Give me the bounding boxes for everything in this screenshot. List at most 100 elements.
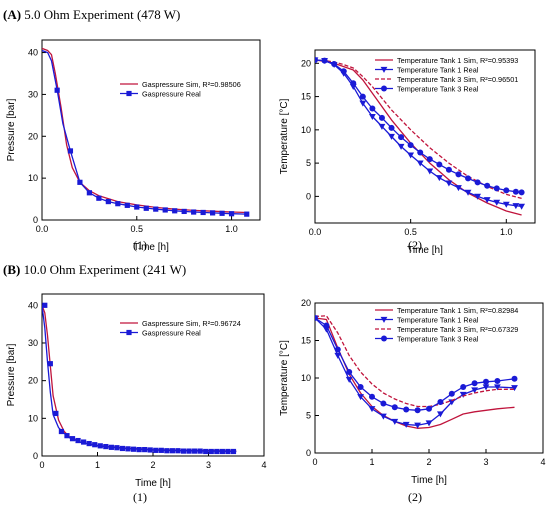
data-point xyxy=(391,418,399,425)
data-point xyxy=(397,143,405,150)
legend: Temperature Tank 1 Sim, R²=0.95393Temper… xyxy=(375,56,518,94)
data-point xyxy=(417,149,424,156)
data-point xyxy=(315,56,318,63)
x-tick-label: 0.5 xyxy=(404,227,417,237)
data-point xyxy=(69,436,76,442)
data-point xyxy=(518,189,525,196)
y-tick-label: 0 xyxy=(306,448,311,458)
data-point xyxy=(357,394,364,401)
data-point xyxy=(403,406,410,413)
legend-label: Temperature Tank 3 Real xyxy=(397,85,479,94)
x-tick-label: 4 xyxy=(261,460,266,470)
y-tick-label: 10 xyxy=(28,413,38,423)
data-point xyxy=(402,421,410,428)
data-point xyxy=(512,188,519,195)
data-point xyxy=(219,210,225,216)
x-tick-label: 1.0 xyxy=(500,227,513,237)
data-point xyxy=(228,211,235,217)
data-point xyxy=(169,448,176,454)
x-axis-label: Time [h] xyxy=(135,478,171,489)
data-point xyxy=(493,185,500,192)
data-point xyxy=(208,448,214,455)
y-tick-label: 0 xyxy=(33,451,38,461)
data-point xyxy=(474,179,481,186)
data-point xyxy=(153,447,159,453)
legend-label: Gaspressure Real xyxy=(142,329,201,338)
data-point xyxy=(200,209,206,216)
data-point xyxy=(203,448,209,455)
y-tick-label: 15 xyxy=(301,336,311,346)
data-point xyxy=(315,315,318,321)
data-point xyxy=(96,195,102,201)
y-axis-label: Pressure [bar] xyxy=(6,343,17,406)
data-point xyxy=(64,433,70,439)
chart-a1-pressure: 0.0 0.5 1.0 0 10 20 30 40 Time [h] Pressure [bar]… xyxy=(6,39,261,253)
data-point xyxy=(210,210,216,216)
data-point xyxy=(378,123,386,130)
x-tick-label: 3 xyxy=(483,457,488,467)
data-point xyxy=(493,199,501,206)
chart-a2-temperature: 0.0 0.5 1.0 0 5 10 15 20 Time [h] Temperature [°C… xyxy=(279,49,536,256)
y-tick-label: 20 xyxy=(301,58,311,68)
section-b-title: (B) 10.0 Ohm Experiment (241 W) xyxy=(3,262,187,277)
data-point xyxy=(368,113,376,120)
y-axis-label: Temperature [°C] xyxy=(279,340,290,416)
data-point xyxy=(426,405,432,412)
data-point xyxy=(388,124,395,131)
data-point xyxy=(134,204,140,210)
data-point xyxy=(125,446,131,452)
data-point xyxy=(114,445,120,451)
series-line-2 xyxy=(315,315,515,408)
data-point xyxy=(425,420,433,427)
data-point xyxy=(512,203,520,210)
legend-label: Temperature Tank 3 Sim, R²=0.67329 xyxy=(397,325,518,334)
x-tick-label: 2 xyxy=(426,457,431,467)
x-tick-label: 1 xyxy=(369,457,374,467)
legend-marker xyxy=(380,316,388,323)
data-point xyxy=(426,168,434,175)
data-point xyxy=(494,384,501,391)
y-tick-label: 5 xyxy=(306,158,311,168)
data-point xyxy=(124,202,130,208)
y-tick-label: 30 xyxy=(28,89,38,99)
data-point xyxy=(416,160,424,167)
series-group xyxy=(42,47,250,217)
data-point xyxy=(518,203,526,210)
data-point xyxy=(108,444,114,450)
data-point xyxy=(230,448,237,455)
data-point xyxy=(58,428,65,435)
data-point xyxy=(471,380,478,387)
data-point xyxy=(323,322,330,329)
subfigure-label-b2: (2) xyxy=(408,490,422,504)
y-tick-label: 10 xyxy=(301,373,311,383)
x-tick-label: 4 xyxy=(540,457,545,467)
legend-label: Temperature Tank 3 Sim, R²=0.96501 xyxy=(397,75,518,84)
data-point xyxy=(321,57,328,64)
x-axis-label: Time [h] xyxy=(407,245,443,256)
data-point xyxy=(448,399,456,406)
data-point xyxy=(86,440,92,447)
data-point xyxy=(482,384,490,391)
data-point xyxy=(380,413,387,420)
data-point xyxy=(350,80,357,87)
data-point xyxy=(142,446,148,453)
data-point xyxy=(471,387,478,394)
data-point xyxy=(359,93,366,100)
y-tick-label: 30 xyxy=(28,338,38,348)
data-point xyxy=(484,182,491,189)
data-point xyxy=(143,205,149,211)
series-line-1 xyxy=(42,49,247,215)
y-tick-label: 40 xyxy=(28,300,38,310)
data-point xyxy=(180,448,187,454)
data-point xyxy=(340,68,347,75)
data-point xyxy=(334,352,342,359)
data-point xyxy=(191,209,197,215)
data-point xyxy=(502,201,510,208)
data-point xyxy=(503,187,510,194)
x-tick-label: 0 xyxy=(39,460,44,470)
plot-frame xyxy=(314,49,536,224)
data-point xyxy=(67,148,74,154)
